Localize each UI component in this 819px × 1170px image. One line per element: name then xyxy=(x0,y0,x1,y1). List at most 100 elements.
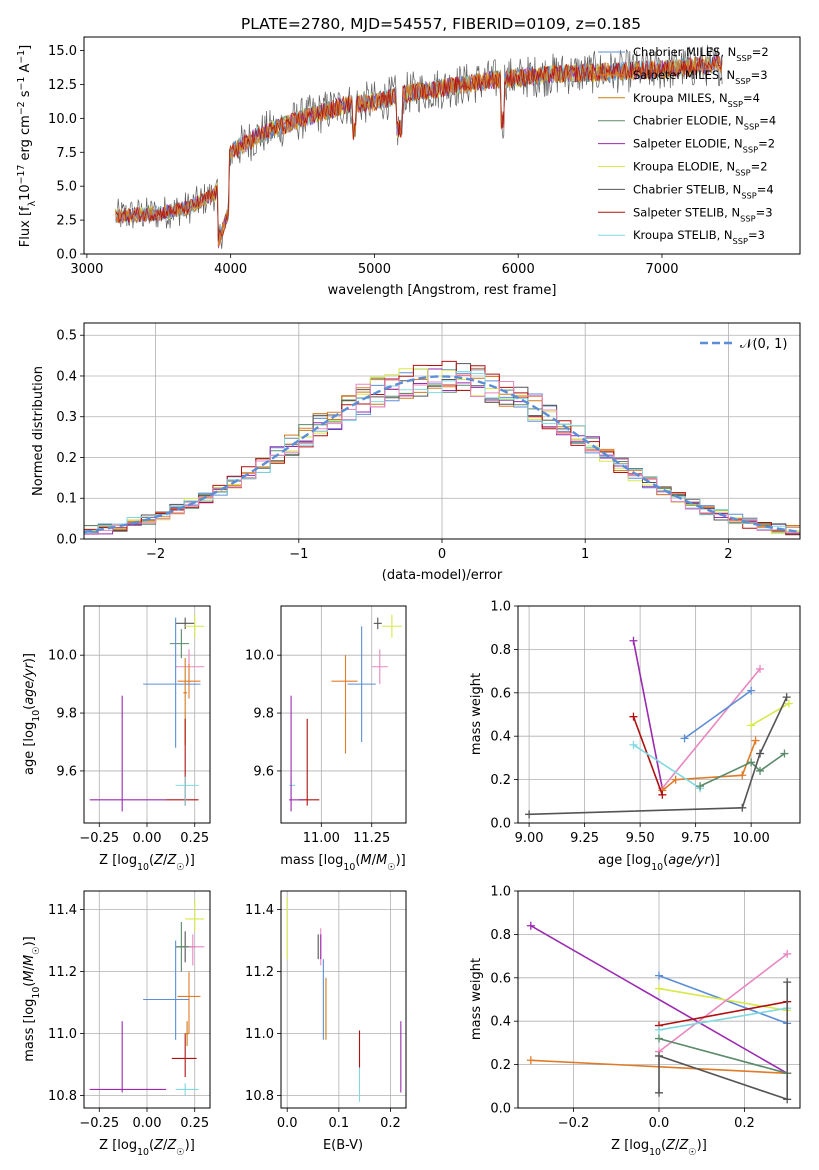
errorbar-point xyxy=(289,695,304,812)
errorbar-point xyxy=(175,922,189,972)
data-marker xyxy=(738,803,747,812)
errorbar-point xyxy=(175,649,205,685)
plot-area-residuals xyxy=(84,323,800,539)
data-marker xyxy=(751,736,760,745)
y-tick-label: 5.0 xyxy=(56,180,77,195)
y-tick-label: 1.0 xyxy=(490,885,511,900)
x-axis-label: (data-model)/error xyxy=(382,568,503,583)
data-marker xyxy=(629,740,638,749)
errorbar-point xyxy=(175,1083,199,1096)
legend-label: Kroupa MILES, NSSP=4 xyxy=(633,91,760,109)
y-tick-label: 11.2 xyxy=(245,965,274,980)
series-line xyxy=(658,1037,788,1075)
y-tick-label: 0.0 xyxy=(490,817,511,832)
y-axis-label: Normed distribution xyxy=(31,366,46,496)
series-line xyxy=(661,740,757,792)
x-tick-label: 1 xyxy=(581,547,589,562)
y-tick-label: 0.6 xyxy=(490,686,511,701)
data-marker xyxy=(784,699,793,708)
errorbar-point xyxy=(175,776,199,806)
errorbar-point xyxy=(185,614,205,638)
y-axis-label: mass [log10(M/M☉)] xyxy=(22,936,42,1062)
x-tick-label: −0.2 xyxy=(558,1116,590,1131)
legend: Chabrier MILES, NSSP=2 Salpeter MILES, NS… xyxy=(598,45,776,246)
x-tick-label: 0.25 xyxy=(180,831,209,846)
y-tick-label: 11.0 xyxy=(245,1027,274,1042)
x-tick-label: 0 xyxy=(438,547,446,562)
x-tick-label: 9.25 xyxy=(570,831,599,846)
data-marker xyxy=(696,782,705,791)
data-marker xyxy=(525,810,534,819)
series-line xyxy=(632,640,664,789)
legend: 𝒩(0, 1) xyxy=(700,337,787,352)
errorbar-point xyxy=(175,617,195,630)
axes-frame xyxy=(280,605,407,824)
errorbar-point xyxy=(381,614,402,638)
x-tick-label: −0.25 xyxy=(79,831,119,846)
data-marker xyxy=(756,766,765,775)
data-marker xyxy=(655,984,663,993)
errorbar-point xyxy=(373,617,382,630)
errorbar-point xyxy=(143,940,189,1040)
errorbar-point xyxy=(171,1033,197,1077)
y-tick-label: 0.2 xyxy=(490,773,511,788)
y-tick-label: 0.3 xyxy=(56,410,77,425)
axes-age_vs_mass: 11.00 11.25 9.6 9.8 10.0 mass [log10(M/M☉)] xyxy=(245,605,407,873)
x-tick-label: 9.50 xyxy=(626,831,655,846)
y-tick-label: 0.2 xyxy=(490,1058,511,1073)
x-axis-label: Z [log10(Z/Z☉)] xyxy=(611,1138,707,1158)
x-tick-label: 6000 xyxy=(502,262,535,277)
plot-area-age_vs_mass xyxy=(281,606,406,823)
series-line xyxy=(699,752,785,787)
series-line xyxy=(658,953,788,1053)
y-axis-label: Flux [fλ10−17 erg cm−2 s−1 A−1] xyxy=(16,45,38,247)
series-line xyxy=(661,668,761,789)
data-marker xyxy=(655,1025,663,1034)
y-tick-label: 10.0 xyxy=(245,649,274,664)
x-tick-label: 0.1 xyxy=(329,1116,350,1131)
axes-frame xyxy=(83,890,211,1109)
data-marker xyxy=(783,978,792,987)
legend-label: 𝒩(0, 1) xyxy=(740,337,787,352)
y-tick-label: 11.2 xyxy=(48,965,77,980)
y-tick-label: 10.8 xyxy=(245,1089,274,1104)
y-tick-label: 0.4 xyxy=(490,730,511,745)
y-tick-label: 10.8 xyxy=(48,1089,77,1104)
x-tick-label: 0.2 xyxy=(734,1116,755,1131)
y-tick-label: 9.8 xyxy=(253,707,274,722)
errorbar-point xyxy=(331,655,358,754)
data-marker xyxy=(756,664,765,673)
axes-frame xyxy=(83,322,801,540)
x-tick-label: 0.00 xyxy=(133,831,162,846)
x-tick-label: 3000 xyxy=(70,262,103,277)
axes-frame xyxy=(280,890,407,1109)
legend-label: Chabrier ELODIE, NSSP=4 xyxy=(633,114,776,132)
data-marker xyxy=(629,636,638,645)
axes-residuals: −2 −1 0 1 2 0.0 0.1 0.2 0.3 0.4 0.5 (data-model)/er… xyxy=(31,322,801,583)
x-tick-label: 11.00 xyxy=(303,831,340,846)
data-marker xyxy=(747,721,756,730)
axes-mass_vs_EBV: 0.0 0.1 0.2 10.8 11.0 11.2 11.4 E(B-V) xyxy=(245,890,407,1153)
series-line xyxy=(633,744,701,789)
plot-area-mass_vs_Z xyxy=(84,891,210,1108)
spectrum-line xyxy=(115,44,723,249)
data-marker xyxy=(780,749,789,758)
errorbar-point xyxy=(177,663,201,699)
y-tick-label: 7.5 xyxy=(56,146,77,161)
series-line xyxy=(658,1000,788,1027)
y-tick-label: 9.8 xyxy=(56,707,77,722)
y-tick-label: 0.8 xyxy=(490,643,511,658)
errorbar-point xyxy=(347,626,376,742)
x-tick-label: −1 xyxy=(289,547,308,562)
x-tick-label: −2 xyxy=(146,547,165,562)
x-tick-label: 10.00 xyxy=(733,831,770,846)
axes-mass_vs_Z: −0.25 0.00 0.25 10.8 11.0 11.2 11.4 Z [log10(Z/… xyxy=(22,890,211,1158)
errorbar-point xyxy=(169,629,189,659)
chart-layer: 3000 4000 5000 6000 70000.02.55.07.510.012.5… xyxy=(16,36,801,1158)
histogram-step xyxy=(84,360,800,535)
x-axis-label: Z [log10(Z/Z☉)] xyxy=(99,1138,195,1158)
legend-label: Chabrier STELIB, NSSP=4 xyxy=(633,182,774,200)
data-marker xyxy=(655,1051,663,1060)
data-marker xyxy=(747,686,756,695)
x-tick-label: 0.0 xyxy=(277,1116,298,1131)
